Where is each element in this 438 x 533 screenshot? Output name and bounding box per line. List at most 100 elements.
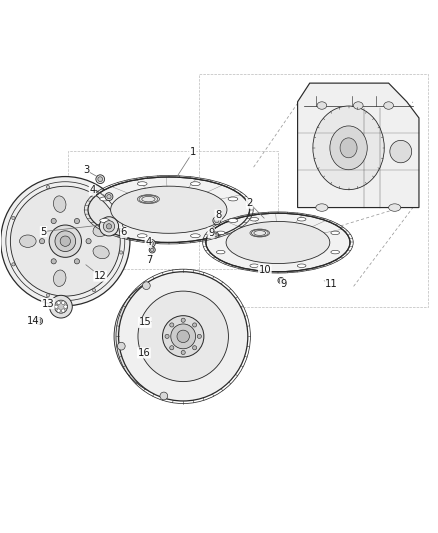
Ellipse shape: [316, 204, 328, 211]
Circle shape: [74, 259, 80, 264]
Circle shape: [177, 330, 189, 343]
Ellipse shape: [226, 221, 330, 263]
Circle shape: [105, 193, 113, 200]
Ellipse shape: [93, 224, 109, 237]
Text: 6: 6: [120, 228, 127, 237]
Circle shape: [37, 319, 41, 323]
Circle shape: [148, 239, 155, 247]
Circle shape: [92, 288, 95, 292]
Circle shape: [96, 175, 105, 183]
Circle shape: [117, 342, 125, 350]
Ellipse shape: [206, 213, 350, 272]
Circle shape: [165, 334, 169, 338]
Circle shape: [64, 305, 67, 309]
Circle shape: [151, 248, 154, 252]
Circle shape: [49, 225, 81, 257]
Ellipse shape: [111, 186, 227, 233]
Text: 3: 3: [83, 165, 89, 175]
Circle shape: [99, 217, 119, 236]
Text: 1: 1: [190, 147, 196, 157]
Circle shape: [57, 309, 60, 312]
Ellipse shape: [340, 138, 357, 158]
Text: 9: 9: [280, 279, 287, 289]
Ellipse shape: [53, 196, 66, 212]
Circle shape: [55, 231, 76, 252]
Ellipse shape: [53, 270, 66, 286]
Circle shape: [54, 300, 67, 313]
Ellipse shape: [389, 204, 401, 211]
Text: 15: 15: [138, 317, 151, 327]
Circle shape: [181, 318, 185, 322]
Ellipse shape: [313, 106, 384, 190]
Text: 2: 2: [247, 198, 253, 208]
Circle shape: [170, 323, 174, 327]
Ellipse shape: [114, 274, 246, 398]
Ellipse shape: [191, 234, 200, 238]
Circle shape: [162, 316, 204, 357]
Ellipse shape: [331, 251, 339, 254]
Circle shape: [193, 346, 197, 350]
Circle shape: [57, 301, 60, 304]
Circle shape: [215, 219, 219, 223]
Circle shape: [46, 185, 49, 189]
Text: 13: 13: [42, 298, 54, 309]
Ellipse shape: [330, 126, 367, 169]
Circle shape: [197, 334, 201, 338]
Circle shape: [214, 233, 217, 237]
Circle shape: [212, 232, 219, 238]
Circle shape: [279, 279, 283, 282]
Circle shape: [60, 236, 71, 246]
Circle shape: [74, 219, 80, 224]
Circle shape: [171, 324, 196, 349]
Text: 5: 5: [40, 227, 47, 237]
Circle shape: [160, 392, 168, 400]
Circle shape: [278, 277, 284, 284]
Text: 4: 4: [145, 238, 152, 247]
Circle shape: [61, 309, 65, 312]
Circle shape: [181, 350, 185, 354]
Ellipse shape: [331, 231, 339, 235]
Ellipse shape: [93, 246, 109, 259]
Text: 10: 10: [258, 265, 271, 275]
Text: 9: 9: [208, 228, 214, 238]
Ellipse shape: [100, 219, 110, 222]
Circle shape: [1, 176, 130, 306]
Circle shape: [107, 195, 111, 199]
Circle shape: [170, 346, 174, 350]
Circle shape: [106, 224, 112, 229]
Ellipse shape: [138, 234, 147, 238]
Circle shape: [193, 323, 197, 327]
Text: 8: 8: [215, 210, 221, 220]
Circle shape: [12, 216, 15, 220]
Circle shape: [51, 259, 56, 264]
Circle shape: [55, 305, 58, 309]
Ellipse shape: [138, 182, 147, 185]
Circle shape: [86, 239, 91, 244]
Ellipse shape: [390, 140, 412, 163]
Ellipse shape: [297, 264, 306, 268]
Ellipse shape: [250, 217, 258, 221]
Ellipse shape: [216, 251, 225, 254]
Ellipse shape: [228, 219, 238, 222]
Ellipse shape: [191, 182, 200, 185]
Circle shape: [119, 272, 248, 401]
Circle shape: [120, 251, 123, 254]
Ellipse shape: [100, 197, 110, 201]
Circle shape: [51, 219, 56, 224]
Circle shape: [92, 190, 95, 193]
Text: 11: 11: [325, 279, 338, 289]
Circle shape: [49, 295, 72, 318]
Ellipse shape: [228, 197, 238, 201]
Ellipse shape: [317, 102, 327, 109]
Circle shape: [39, 239, 45, 244]
Text: 7: 7: [146, 255, 152, 265]
Ellipse shape: [88, 177, 250, 243]
Circle shape: [149, 241, 153, 246]
Circle shape: [98, 177, 102, 182]
Circle shape: [12, 263, 15, 266]
Circle shape: [138, 291, 229, 382]
Ellipse shape: [353, 102, 363, 109]
Circle shape: [103, 221, 115, 232]
Polygon shape: [297, 83, 419, 207]
Circle shape: [46, 294, 49, 297]
